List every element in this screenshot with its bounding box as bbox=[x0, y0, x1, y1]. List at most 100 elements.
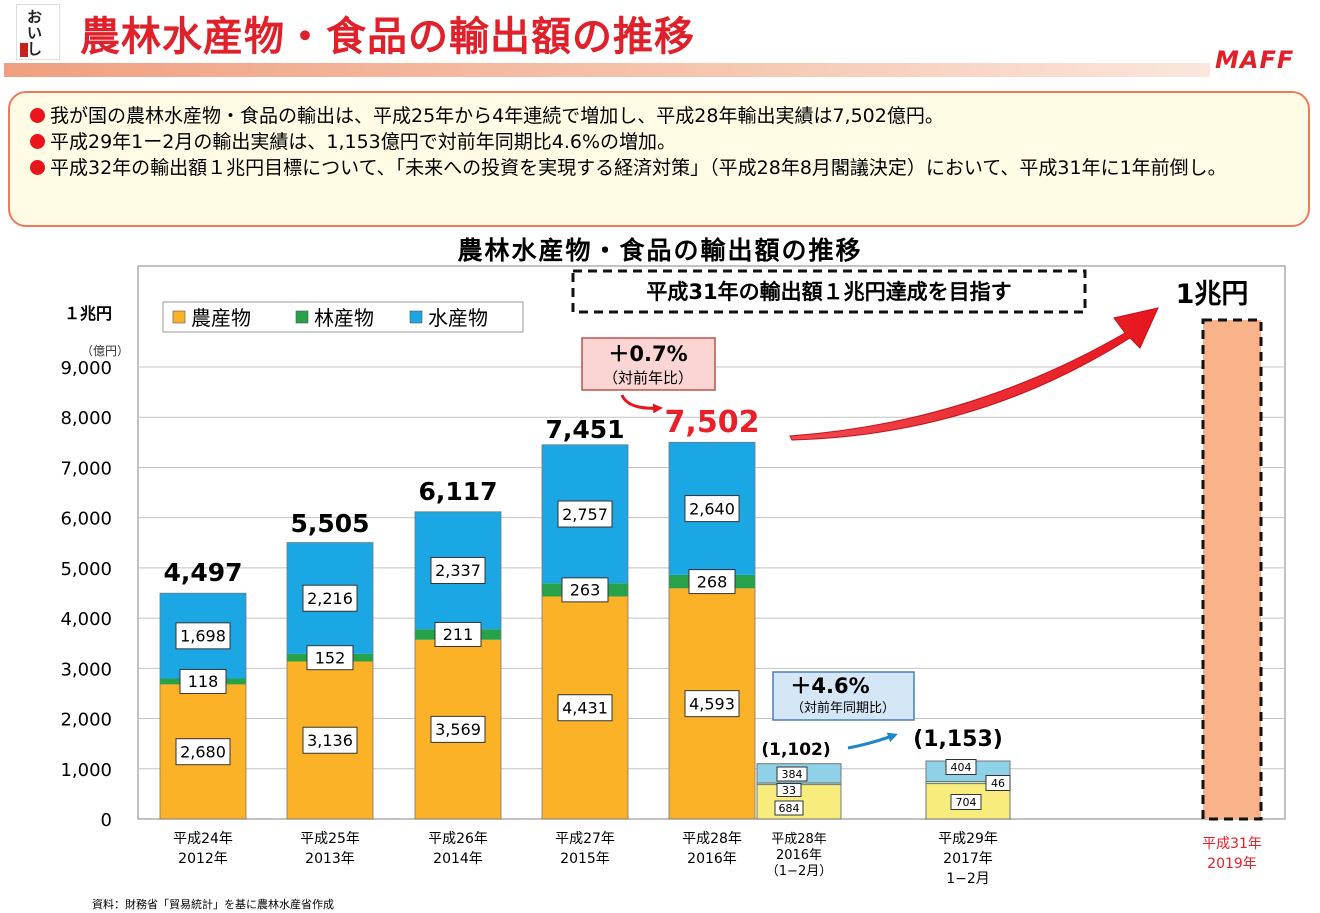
y-tick-label: 3,000 bbox=[60, 659, 112, 680]
data-label: 2,680 bbox=[175, 738, 231, 766]
summary-item: 平成32年の輸出額１兆円目標について、「未来への投資を実現する経済対策」（平成2… bbox=[30, 155, 1288, 181]
summary-item: 我が国の農林水産物・食品の輸出は、平成25年から4年連続で増加し、平成28年輸出… bbox=[30, 103, 1288, 129]
svg-text:2019年: 2019年 bbox=[1207, 856, 1257, 872]
data-label: 384 bbox=[776, 766, 808, 782]
data-label: 704 bbox=[950, 794, 982, 810]
bullet-icon bbox=[30, 108, 45, 123]
svg-text:152: 152 bbox=[315, 648, 346, 667]
svg-text:268: 268 bbox=[697, 572, 728, 591]
svg-text:2,680: 2,680 bbox=[180, 742, 226, 761]
legend: 農産物 林産物 水産物 bbox=[162, 301, 524, 333]
data-label: 1,698 bbox=[175, 622, 231, 650]
svg-text:2,757: 2,757 bbox=[562, 505, 608, 524]
target-bar bbox=[1201, 318, 1263, 821]
total-label: (1,102) bbox=[761, 740, 830, 760]
x-tick-label: 平成25年 2013年 bbox=[300, 831, 360, 867]
svg-text:＋0.7%: ＋0.7% bbox=[608, 342, 687, 366]
svg-text:平成29年: 平成29年 bbox=[938, 831, 998, 847]
bullet-icon bbox=[30, 160, 45, 175]
svg-text:118: 118 bbox=[188, 672, 219, 691]
svg-text:2,640: 2,640 bbox=[689, 499, 735, 518]
target-label: 1兆円 bbox=[1176, 279, 1249, 310]
svg-text:2012年: 2012年 bbox=[178, 851, 228, 867]
y-tick-label: 9,000 bbox=[60, 358, 112, 379]
svg-text:684: 684 bbox=[779, 802, 800, 815]
bar-outline bbox=[414, 511, 502, 820]
svg-text:2017年: 2017年 bbox=[943, 851, 993, 867]
svg-text:（1−2月）: （1−2月） bbox=[766, 864, 832, 879]
bar-outline bbox=[668, 441, 756, 820]
title-underline bbox=[4, 63, 1210, 77]
total-label: 5,505 bbox=[290, 509, 369, 538]
bar-outline bbox=[756, 763, 842, 820]
svg-text:平成31年の輸出額１兆円達成を目指す: 平成31年の輸出額１兆円達成を目指す bbox=[646, 280, 1011, 304]
svg-text:（対前年比）: （対前年比） bbox=[603, 369, 693, 387]
svg-text:3,136: 3,136 bbox=[307, 731, 353, 750]
svg-text:263: 263 bbox=[570, 581, 601, 600]
svg-text:平成24年: 平成24年 bbox=[173, 831, 233, 847]
svg-text:平成31年: 平成31年 bbox=[1202, 836, 1262, 852]
total-label: 6,117 bbox=[418, 477, 497, 506]
y-tick-label: 2,000 bbox=[60, 710, 112, 731]
svg-text:（対前年同期比）: （対前年同期比） bbox=[791, 700, 895, 716]
data-label: 4,431 bbox=[557, 694, 613, 722]
svg-text:384: 384 bbox=[782, 768, 803, 781]
svg-text:404: 404 bbox=[951, 761, 972, 774]
data-label: 263 bbox=[561, 577, 609, 603]
total-label: 7,451 bbox=[545, 415, 624, 444]
total-label: 7,502 bbox=[665, 405, 760, 440]
logo: おいし bbox=[16, 4, 60, 60]
svg-text:1−2月: 1−2月 bbox=[946, 871, 990, 887]
data-label: 152 bbox=[306, 645, 354, 671]
svg-text:平成25年: 平成25年 bbox=[300, 831, 360, 847]
svg-text:2014年: 2014年 bbox=[433, 851, 483, 867]
svg-text:33: 33 bbox=[782, 784, 796, 797]
legend-item: 水産物 bbox=[409, 306, 488, 330]
svg-text:4,431: 4,431 bbox=[562, 698, 608, 717]
svg-text:＋4.6%: ＋4.6% bbox=[790, 674, 869, 698]
data-label: 404 bbox=[945, 759, 977, 775]
summary-text: 平成32年の輸出額１兆円目標について、「未来への投資を実現する経済対策」（平成2… bbox=[50, 157, 1227, 179]
data-label: 3,569 bbox=[430, 715, 486, 743]
summary-text: 平成29年1ー2月の輸出実績は、1,153億円で対前年同期比4.6%の増加。 bbox=[50, 131, 677, 153]
svg-text:2,216: 2,216 bbox=[307, 589, 353, 608]
bar-outline bbox=[159, 592, 247, 820]
summary-text: 我が国の農林水産物・食品の輸出は、平成25年から4年連続で増加し、平成28年輸出… bbox=[50, 105, 944, 127]
data-label: 3,136 bbox=[302, 726, 358, 754]
svg-text:2,337: 2,337 bbox=[435, 561, 481, 580]
y-tick-label: 7,000 bbox=[60, 458, 112, 479]
data-label: 2,216 bbox=[302, 584, 358, 612]
svg-text:2015年: 2015年 bbox=[560, 851, 610, 867]
data-label: 118 bbox=[179, 668, 227, 694]
svg-text:2016年: 2016年 bbox=[776, 848, 822, 863]
page-title: 農林水産物・食品の輸出額の推移 bbox=[80, 14, 695, 60]
svg-text:4,593: 4,593 bbox=[689, 694, 735, 713]
x-tick-label: 平成26年 2014年 bbox=[428, 831, 488, 867]
callout-arrow-blue bbox=[847, 732, 898, 750]
total-label: 4,497 bbox=[163, 558, 242, 587]
svg-text:211: 211 bbox=[443, 625, 474, 644]
svg-text:704: 704 bbox=[956, 796, 977, 809]
y-tick-label: 0 bbox=[101, 810, 112, 831]
svg-text:2013年: 2013年 bbox=[305, 851, 355, 867]
svg-text:水産物: 水産物 bbox=[428, 306, 488, 330]
x-tick-label: 平成24年 2012年 bbox=[173, 831, 233, 867]
x-tick-label: 平成29年 2017年 1−2月 bbox=[938, 831, 998, 887]
y-tick-label: 4,000 bbox=[60, 609, 112, 630]
svg-text:平成27年: 平成27年 bbox=[555, 831, 615, 847]
data-label: 268 bbox=[688, 569, 736, 595]
svg-text:平成26年: 平成26年 bbox=[428, 831, 488, 847]
y-tick-label: 8,000 bbox=[60, 408, 112, 429]
svg-text:平成28年: 平成28年 bbox=[682, 831, 742, 847]
svg-text:平成28年: 平成28年 bbox=[771, 832, 827, 847]
y-axis-unit: （億円） bbox=[81, 344, 129, 358]
x-tick-label: 平成28年 2016年 bbox=[682, 831, 742, 867]
legend-item: 林産物 bbox=[295, 306, 374, 330]
svg-text:農産物: 農産物 bbox=[191, 306, 251, 330]
bullet-icon bbox=[30, 134, 45, 149]
data-label: 2,640 bbox=[684, 495, 740, 523]
callout-yoy: ＋0.7% （対前年比） bbox=[581, 337, 716, 391]
data-label: 684 bbox=[774, 800, 804, 816]
x-tick-label: 平成27年 2015年 bbox=[555, 831, 615, 867]
